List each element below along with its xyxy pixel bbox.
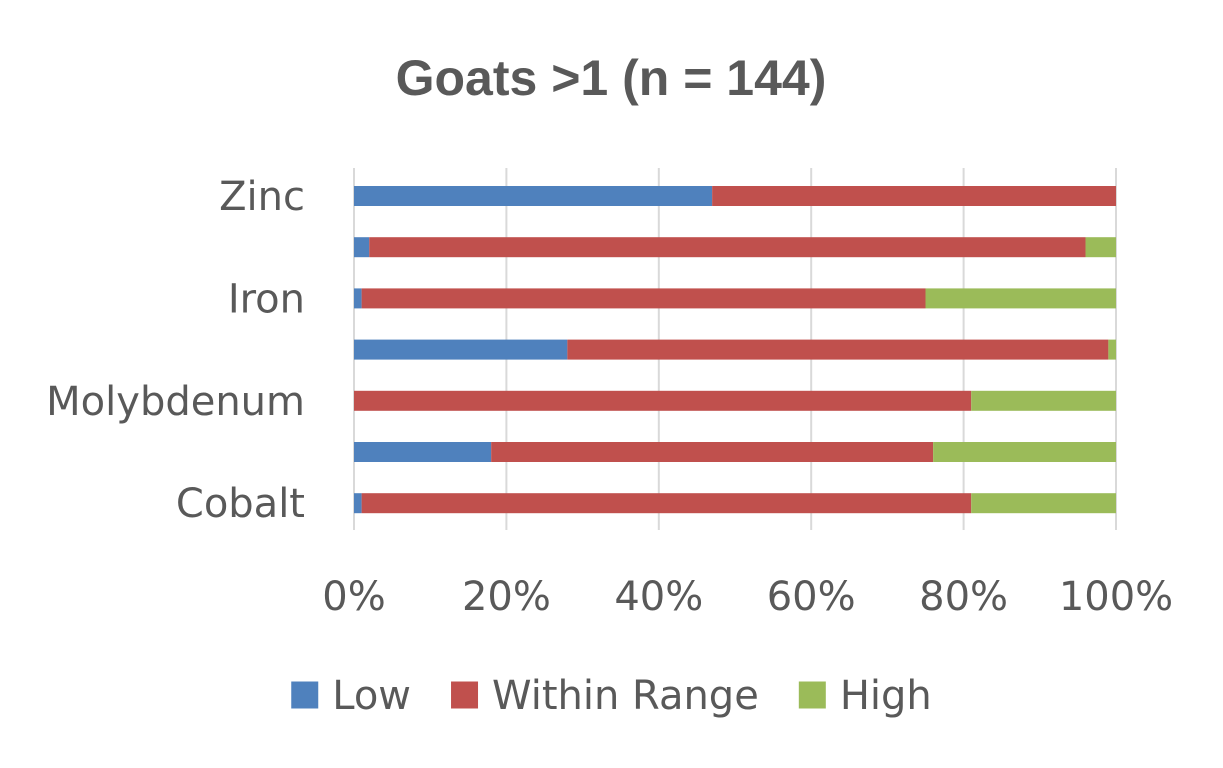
x-tick-labels: 0% 20% 40% 60% 80% 100%	[322, 574, 1173, 620]
legend-label: High	[840, 673, 932, 719]
bar-segment-low	[354, 288, 362, 309]
bar-segment-high	[971, 390, 1116, 411]
chart-title: Goats >1 (n = 144)	[396, 50, 827, 106]
bar-segment-low	[354, 237, 370, 258]
bar-segment-low	[354, 339, 568, 360]
bar-segment-within-range	[361, 288, 926, 309]
bar-segment-high	[1085, 237, 1116, 258]
legend-item-high: High	[798, 673, 932, 719]
bar-segment-low	[354, 493, 362, 514]
bar-segment-high	[933, 442, 1116, 462]
category-label: Cobalt	[176, 481, 305, 527]
bar-segment-within-range	[491, 442, 934, 462]
bar-segment-low	[354, 186, 713, 206]
legend-swatch	[291, 681, 319, 709]
bar-segment-within-range	[361, 493, 972, 514]
legend-swatch	[451, 681, 479, 709]
bar-segment-low	[354, 442, 492, 462]
legend-swatch	[798, 681, 826, 709]
legend-label: Low	[332, 673, 411, 719]
category-label: Zinc	[219, 174, 305, 220]
legend: Low Within Range High	[291, 673, 932, 719]
x-tick-label: 20%	[462, 574, 551, 620]
legend-label: Within Range	[492, 673, 759, 719]
x-tick-label: 60%	[767, 574, 856, 620]
bar-segment-within-range	[354, 390, 972, 411]
bar-segment-within-range	[369, 237, 1086, 258]
bar-segment-high	[1108, 339, 1116, 360]
category-labels: Zinc Iron Molybdenum Cobalt	[46, 174, 305, 527]
category-label: Molybdenum	[46, 379, 305, 425]
x-tick-label: 80%	[919, 574, 1008, 620]
x-tick-label: 40%	[614, 574, 703, 620]
bar-segment-within-range	[712, 186, 1116, 206]
bar-segment-high	[925, 288, 1116, 309]
x-tick-label: 0%	[322, 574, 385, 620]
legend-item-within-range: Within Range	[451, 673, 759, 719]
x-tick-label: 100%	[1059, 574, 1173, 620]
bar-segment-within-range	[567, 339, 1109, 360]
category-label: Iron	[228, 276, 305, 322]
bar-segment-high	[971, 493, 1116, 514]
legend-item-low: Low	[291, 673, 411, 719]
bars	[354, 186, 1116, 514]
